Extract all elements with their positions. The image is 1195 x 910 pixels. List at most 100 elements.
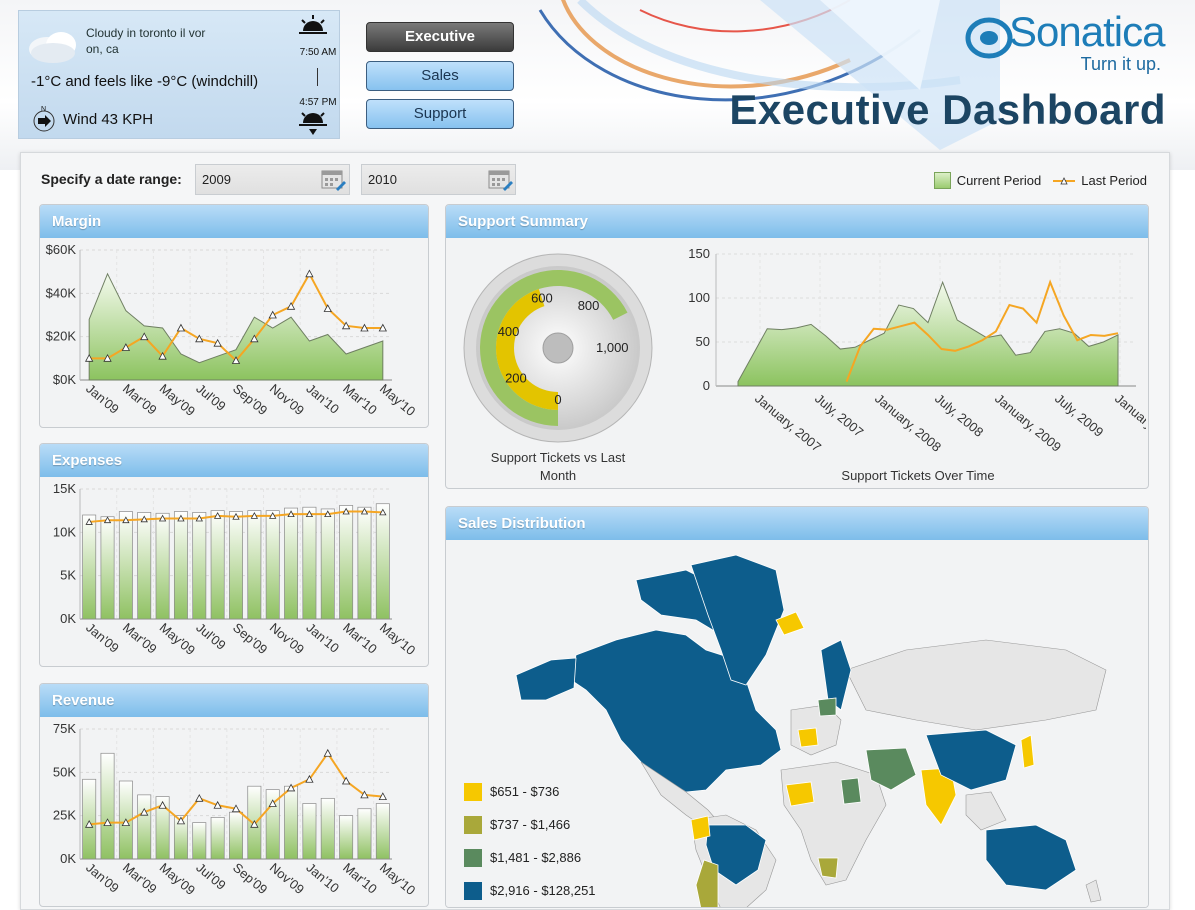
expenses-card: Expenses 0K 5K 10K 15K Jan'09 Mar'09 May'09 Jul… xyxy=(39,443,429,667)
last-period-point xyxy=(140,332,149,341)
gauge-hub xyxy=(542,332,574,364)
x-tick-label: Mar'09 xyxy=(120,381,160,418)
last-period-point xyxy=(379,508,387,516)
last-period-point xyxy=(360,507,369,515)
y-tick-label: 0K xyxy=(60,851,76,866)
x-tick-label: Jan'09 xyxy=(83,860,122,896)
last-period-point xyxy=(231,356,241,364)
x-tick-label: May'09 xyxy=(157,381,198,419)
sun-divider xyxy=(317,68,318,86)
support-card-title: Support Summary xyxy=(446,205,1148,238)
nav-sales-button[interactable]: Sales xyxy=(366,61,514,91)
x-tick-label: Mar'09 xyxy=(120,620,160,657)
y-tick-label: $60K xyxy=(46,242,77,257)
last-period-point xyxy=(158,800,167,809)
map-legend-item: $737 - $1,466 xyxy=(464,808,596,841)
margin-card: Margin $0K $20K $40K $60K Jan'09 Mar'09 May'09… xyxy=(39,204,429,428)
last-period-point xyxy=(158,351,167,360)
chart-legend: Current Period Last Period xyxy=(933,172,1147,189)
sunset-time: 4:57 PM xyxy=(299,97,337,108)
current-period-bar xyxy=(284,785,299,860)
x-tick-label: Mar'10 xyxy=(340,620,380,657)
last-period-point xyxy=(158,514,167,522)
y-tick-label: 50 xyxy=(696,334,710,349)
sunrise-time: 7:50 AM xyxy=(299,47,337,58)
nav-support-button[interactable]: Support xyxy=(366,99,514,129)
revenue-card: Revenue 0K 25K 50K 75K Jan'09 Mar'09 May'09 Jul… xyxy=(39,683,429,907)
current-period-bar xyxy=(173,815,188,860)
y-tick-label: 100 xyxy=(688,290,710,305)
last-period-point xyxy=(213,800,222,809)
current-period-bar xyxy=(137,794,152,860)
x-tick-label: July, 2007 xyxy=(812,391,866,440)
last-period-point xyxy=(286,783,296,792)
x-tick-label: January, 2010 xyxy=(1112,391,1146,455)
y-tick-label: $40K xyxy=(46,285,77,300)
map-region-japan xyxy=(1020,734,1035,769)
map-region-argentina xyxy=(695,859,719,907)
last-period-point xyxy=(231,804,241,813)
sunrise-icon xyxy=(299,15,327,34)
sales-distribution-card: Sales Distribution xyxy=(445,506,1149,908)
last-period-point xyxy=(360,790,369,799)
last-period-point xyxy=(269,512,277,519)
calendar-icon[interactable] xyxy=(487,167,513,191)
legend-swatch-olive xyxy=(464,815,482,834)
gauge-tick-label: 800 xyxy=(578,298,600,313)
calendar-icon[interactable] xyxy=(320,167,346,191)
logo-icon xyxy=(965,17,1013,59)
gauge-tick-label: 600 xyxy=(531,291,553,306)
current-period-bar xyxy=(357,506,372,620)
x-tick-label: Jul'09 xyxy=(193,860,228,893)
x-tick-label: Jan'10 xyxy=(303,620,342,656)
last-period-point xyxy=(195,793,204,802)
decorative-swirl xyxy=(538,0,1000,150)
last-period-point xyxy=(305,774,314,783)
date-range-label: Specify a date range: xyxy=(41,171,182,187)
last-period-point xyxy=(287,510,295,518)
current-period-bar xyxy=(173,511,188,620)
last-period-point xyxy=(213,512,222,519)
weather-temperature: -1°C and feels like -9°C (windchill) xyxy=(31,73,259,90)
x-tick-label: May'10 xyxy=(377,620,418,658)
last-period-point xyxy=(85,819,94,828)
x-tick-label: Nov'09 xyxy=(267,620,307,657)
current-period-bar xyxy=(357,808,372,860)
current-period-bar xyxy=(247,510,262,620)
map-region-middle-east xyxy=(865,747,917,791)
y-tick-label: 5K xyxy=(60,568,76,583)
last-period-point xyxy=(323,748,332,757)
current-period-bar xyxy=(210,817,225,860)
last-period-point xyxy=(232,512,240,520)
last-period-point xyxy=(213,338,222,347)
map-region-china xyxy=(925,729,1017,791)
nav-executive-button[interactable]: Executive xyxy=(366,22,514,52)
map-legend-item: $651 - $736 xyxy=(464,775,596,808)
x-tick-label: May'10 xyxy=(377,381,418,419)
map-region-africa-green xyxy=(840,777,862,805)
map-region-colombia xyxy=(690,815,711,841)
current-period-bar xyxy=(192,822,207,860)
last-period-point xyxy=(103,353,112,362)
current-period-bar xyxy=(339,815,354,860)
current-period-bar xyxy=(82,778,97,860)
current-period-bar xyxy=(375,503,390,620)
date-from-input[interactable] xyxy=(195,164,350,195)
map-region-southeast-asia xyxy=(965,791,1007,831)
world-map[interactable] xyxy=(446,540,1149,908)
x-tick-label: Nov'09 xyxy=(267,860,307,897)
compass-icon: N xyxy=(33,106,55,132)
legend-swatch-blue xyxy=(464,881,482,900)
map-legend-item: $1,481 - $2,886 xyxy=(464,841,596,874)
last-period-point xyxy=(341,776,351,785)
current-period-bar xyxy=(82,514,97,620)
brand-name: Sonatica xyxy=(1009,8,1165,55)
last-period-point xyxy=(195,334,204,343)
brand-logo: Sonatica Turn it up. xyxy=(965,8,1165,77)
gauge-value-arc xyxy=(496,289,558,410)
last-period-point xyxy=(177,514,185,522)
last-period-point xyxy=(286,301,296,310)
x-tick-label: Mar'10 xyxy=(340,381,380,418)
last-period-swatch xyxy=(1053,176,1076,184)
gauge-caption: Support Tickets vs Last xyxy=(491,450,626,465)
